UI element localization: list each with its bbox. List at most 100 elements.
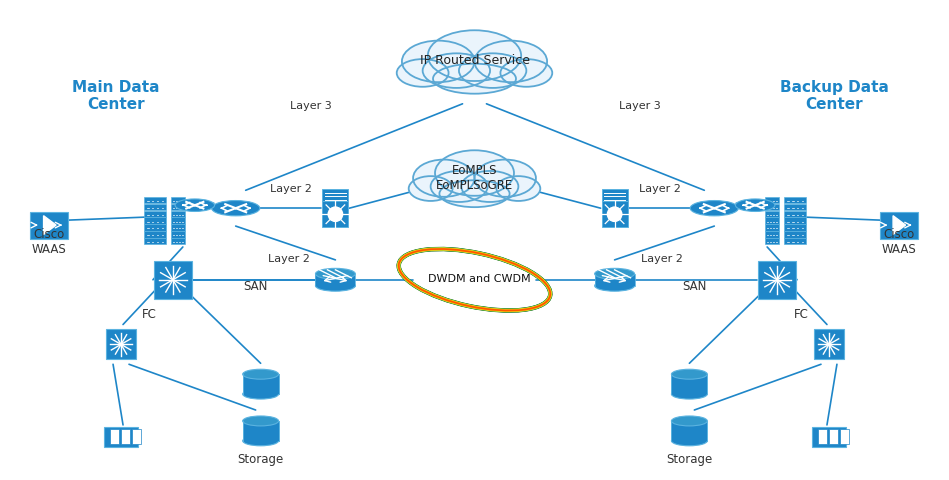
- Text: Layer 3: Layer 3: [619, 101, 661, 111]
- Ellipse shape: [433, 64, 516, 94]
- FancyBboxPatch shape: [144, 231, 166, 238]
- FancyBboxPatch shape: [110, 430, 119, 444]
- Text: FC: FC: [793, 308, 809, 321]
- Ellipse shape: [672, 436, 707, 446]
- Circle shape: [606, 206, 623, 223]
- Ellipse shape: [672, 369, 707, 379]
- FancyBboxPatch shape: [672, 421, 707, 441]
- FancyBboxPatch shape: [765, 225, 779, 230]
- FancyBboxPatch shape: [811, 427, 847, 447]
- Ellipse shape: [496, 176, 540, 201]
- Circle shape: [326, 206, 344, 223]
- FancyBboxPatch shape: [765, 211, 779, 216]
- FancyBboxPatch shape: [784, 225, 806, 230]
- Text: DWDM and CWDM: DWDM and CWDM: [428, 274, 530, 284]
- Text: Storage: Storage: [237, 453, 284, 466]
- Text: EoMPLS
EoMPLSoGRE: EoMPLS EoMPLSoGRE: [436, 164, 513, 192]
- FancyBboxPatch shape: [765, 204, 779, 210]
- Ellipse shape: [474, 159, 536, 197]
- FancyBboxPatch shape: [784, 204, 806, 210]
- FancyBboxPatch shape: [672, 374, 707, 394]
- Text: Cisco
WAAS: Cisco WAAS: [882, 228, 916, 256]
- Ellipse shape: [413, 159, 474, 197]
- FancyBboxPatch shape: [829, 430, 838, 444]
- Ellipse shape: [435, 150, 514, 196]
- Ellipse shape: [461, 171, 518, 202]
- FancyBboxPatch shape: [784, 211, 806, 216]
- Ellipse shape: [243, 389, 279, 399]
- FancyBboxPatch shape: [880, 212, 918, 239]
- FancyBboxPatch shape: [784, 217, 806, 224]
- FancyBboxPatch shape: [171, 231, 185, 238]
- Ellipse shape: [422, 53, 490, 88]
- Ellipse shape: [474, 41, 547, 82]
- Text: Layer 2: Layer 2: [641, 254, 682, 264]
- FancyBboxPatch shape: [602, 189, 627, 202]
- FancyBboxPatch shape: [103, 427, 139, 447]
- FancyBboxPatch shape: [121, 430, 130, 444]
- FancyBboxPatch shape: [814, 329, 844, 360]
- Ellipse shape: [397, 59, 449, 87]
- FancyBboxPatch shape: [765, 217, 779, 224]
- FancyBboxPatch shape: [595, 274, 635, 286]
- Ellipse shape: [431, 171, 488, 202]
- Text: SAN: SAN: [244, 280, 268, 293]
- Ellipse shape: [243, 436, 279, 446]
- FancyBboxPatch shape: [765, 239, 779, 244]
- FancyBboxPatch shape: [784, 197, 806, 203]
- Text: Cisco
WAAS: Cisco WAAS: [32, 228, 66, 256]
- FancyBboxPatch shape: [144, 197, 166, 203]
- FancyBboxPatch shape: [144, 239, 166, 244]
- FancyBboxPatch shape: [154, 261, 192, 299]
- FancyBboxPatch shape: [784, 239, 806, 244]
- Ellipse shape: [690, 201, 738, 216]
- Ellipse shape: [459, 53, 527, 88]
- FancyBboxPatch shape: [765, 197, 779, 203]
- FancyBboxPatch shape: [243, 421, 279, 441]
- Ellipse shape: [735, 199, 775, 212]
- Ellipse shape: [672, 389, 707, 399]
- Ellipse shape: [439, 180, 510, 207]
- FancyBboxPatch shape: [132, 430, 141, 444]
- FancyBboxPatch shape: [758, 261, 796, 299]
- Polygon shape: [44, 216, 56, 235]
- Text: FC: FC: [141, 308, 157, 321]
- Ellipse shape: [175, 199, 214, 212]
- FancyBboxPatch shape: [171, 204, 185, 210]
- FancyBboxPatch shape: [144, 211, 166, 216]
- FancyBboxPatch shape: [171, 197, 185, 203]
- Text: Layer 2: Layer 2: [639, 184, 680, 194]
- Ellipse shape: [243, 416, 279, 426]
- Text: IP Routed Service: IP Routed Service: [419, 54, 530, 67]
- FancyBboxPatch shape: [243, 374, 279, 394]
- FancyBboxPatch shape: [144, 217, 166, 224]
- Ellipse shape: [595, 280, 635, 291]
- FancyBboxPatch shape: [171, 225, 185, 230]
- Ellipse shape: [428, 30, 521, 81]
- Ellipse shape: [672, 416, 707, 426]
- FancyBboxPatch shape: [171, 239, 185, 244]
- Ellipse shape: [402, 41, 474, 82]
- Ellipse shape: [409, 176, 453, 201]
- Text: Layer 2: Layer 2: [268, 254, 309, 264]
- Ellipse shape: [243, 369, 279, 379]
- FancyBboxPatch shape: [30, 212, 68, 239]
- FancyBboxPatch shape: [144, 204, 166, 210]
- Polygon shape: [893, 216, 905, 235]
- FancyBboxPatch shape: [171, 217, 185, 224]
- FancyBboxPatch shape: [323, 189, 348, 202]
- Ellipse shape: [415, 257, 534, 303]
- Ellipse shape: [212, 201, 260, 216]
- FancyBboxPatch shape: [840, 430, 849, 444]
- Text: Storage: Storage: [666, 453, 713, 466]
- FancyBboxPatch shape: [818, 430, 827, 444]
- Text: Layer 3: Layer 3: [289, 101, 331, 111]
- FancyBboxPatch shape: [315, 274, 355, 286]
- Text: Layer 2: Layer 2: [270, 184, 311, 194]
- FancyBboxPatch shape: [765, 231, 779, 238]
- Ellipse shape: [595, 268, 635, 279]
- Ellipse shape: [315, 268, 355, 279]
- FancyBboxPatch shape: [602, 202, 627, 227]
- FancyBboxPatch shape: [106, 329, 136, 360]
- Text: SAN: SAN: [682, 280, 707, 293]
